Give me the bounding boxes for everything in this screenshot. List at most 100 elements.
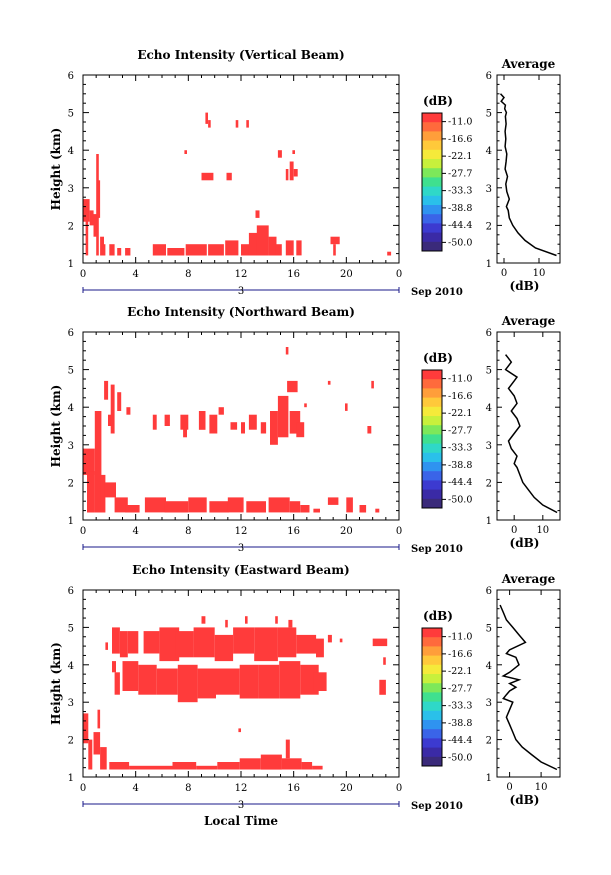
echo-cell bbox=[110, 384, 115, 434]
profile-x-label: (dB) bbox=[510, 793, 540, 807]
echo-cell bbox=[185, 244, 207, 256]
profile-title: Average bbox=[501, 57, 556, 71]
echo-cell bbox=[292, 150, 295, 154]
profile-y-tick-label: 1 bbox=[486, 516, 492, 527]
profile-y-tick-label: 6 bbox=[486, 328, 492, 339]
echo-cell bbox=[372, 638, 388, 647]
x-tick-label: 20 bbox=[340, 783, 353, 794]
echo-cell bbox=[312, 765, 323, 770]
colorbar-swatch bbox=[422, 637, 442, 647]
echo-cell bbox=[239, 664, 259, 699]
x-tick-label: 0 bbox=[80, 526, 86, 537]
echo-cell bbox=[196, 765, 218, 770]
echo-cell bbox=[238, 728, 241, 733]
echo-cell bbox=[184, 150, 187, 154]
echo-cell bbox=[138, 664, 157, 695]
echo-cell bbox=[180, 414, 189, 430]
y-tick-label: 4 bbox=[68, 661, 74, 672]
heatmap-title: Echo Intensity (Eastward Beam) bbox=[132, 563, 349, 577]
profile-x-label: (dB) bbox=[510, 279, 540, 293]
colorbar-swatch bbox=[422, 434, 442, 445]
echo-cell bbox=[300, 505, 310, 513]
colorbar-swatch bbox=[422, 223, 442, 234]
colorbar-tick-label: -22.1 bbox=[448, 666, 472, 677]
colorbar-label: (dB) bbox=[423, 351, 453, 365]
echo-cell bbox=[147, 765, 173, 770]
colorbar-swatch bbox=[422, 443, 442, 454]
profile-y-tick-label: 4 bbox=[486, 146, 492, 157]
profile-y-tick-label: 6 bbox=[486, 71, 492, 82]
echo-cell bbox=[88, 739, 93, 770]
profile-line bbox=[504, 354, 558, 514]
profile-y-tick-label: 3 bbox=[486, 441, 492, 452]
colorbar-tick-label: -50.0 bbox=[448, 494, 472, 505]
panel-2: Echo Intensity (Northward Beam)0 4 8 12 16 20… bbox=[49, 305, 561, 555]
profile-y-tick-label: 1 bbox=[486, 259, 492, 270]
echo-cell bbox=[102, 244, 106, 256]
profile-y-tick-label: 4 bbox=[486, 403, 492, 414]
colorbar-swatch bbox=[422, 480, 442, 491]
echo-cell bbox=[287, 380, 298, 393]
y-tick-label: 5 bbox=[68, 623, 74, 634]
y-tick-label: 5 bbox=[68, 109, 74, 120]
colorbar-tick-label: -38.8 bbox=[448, 460, 472, 471]
colorbar-swatch bbox=[422, 683, 442, 693]
colorbar-tick-label: -50.0 bbox=[448, 237, 472, 248]
echo-cell bbox=[359, 505, 367, 513]
echo-cell bbox=[122, 661, 139, 691]
x-tick-label: 12 bbox=[235, 526, 248, 537]
echo-cell bbox=[93, 732, 101, 755]
echo-cell bbox=[383, 657, 386, 665]
echo-cell bbox=[296, 240, 302, 256]
x-tick-label: 0 bbox=[396, 783, 402, 794]
colorbar-swatch bbox=[422, 471, 442, 481]
echo-cell bbox=[198, 411, 206, 430]
colorbar-swatch bbox=[422, 122, 442, 132]
profile-x-tick-label: 0 bbox=[506, 782, 512, 793]
echo-cell bbox=[333, 244, 336, 256]
y-tick-label: 3 bbox=[68, 441, 74, 452]
colorbar-tick-label: -50.0 bbox=[448, 752, 472, 763]
echo-cell bbox=[285, 347, 289, 355]
echo-cell bbox=[85, 202, 89, 256]
colorbar-tick-label: -33.3 bbox=[448, 443, 472, 454]
colorbar-swatch bbox=[422, 498, 442, 509]
x-tick-label: 0 bbox=[80, 269, 86, 280]
echo-cell bbox=[285, 739, 290, 759]
echo-cell bbox=[100, 474, 106, 513]
x-tick-label: 12 bbox=[235, 783, 248, 794]
echo-cell bbox=[183, 426, 187, 438]
y-tick-label: 6 bbox=[68, 586, 74, 597]
echo-cell bbox=[175, 631, 194, 658]
panel-1: Echo Intensity (Vertical Beam)0 4 8 12 16 20 0… bbox=[49, 48, 561, 298]
colorbar-tick-label: -22.1 bbox=[448, 151, 472, 162]
echo-cell bbox=[100, 747, 107, 770]
date-label: Sep 2010 bbox=[411, 801, 463, 812]
echo-cell bbox=[159, 627, 180, 662]
echo-cell bbox=[367, 426, 372, 434]
echo-cell bbox=[277, 395, 289, 438]
echo-cell bbox=[87, 471, 95, 513]
colorbar-tick-label: -44.4 bbox=[448, 220, 472, 231]
echo-cell bbox=[94, 411, 102, 513]
echo-cell bbox=[289, 501, 301, 513]
y-tick-label: 3 bbox=[68, 698, 74, 709]
colorbar-swatch bbox=[422, 131, 442, 142]
echo-cell bbox=[104, 482, 116, 498]
echo-cell bbox=[304, 403, 307, 408]
echo-cell bbox=[233, 627, 255, 654]
x-tick-label: 0 bbox=[396, 526, 402, 537]
echo-cell bbox=[281, 758, 302, 770]
echo-cell bbox=[255, 210, 260, 218]
echo-cell bbox=[100, 236, 104, 256]
echo-cell bbox=[89, 210, 94, 226]
colorbar-tick-label: -27.7 bbox=[448, 683, 472, 694]
colorbar-tick-label: -44.4 bbox=[448, 477, 472, 488]
echo-cell bbox=[301, 762, 313, 770]
echo-cell bbox=[275, 244, 282, 256]
echo-cell bbox=[125, 248, 131, 256]
y-tick-label: 3 bbox=[68, 184, 74, 195]
echo-cell bbox=[217, 762, 240, 770]
x-tick-label: 0 bbox=[396, 269, 402, 280]
